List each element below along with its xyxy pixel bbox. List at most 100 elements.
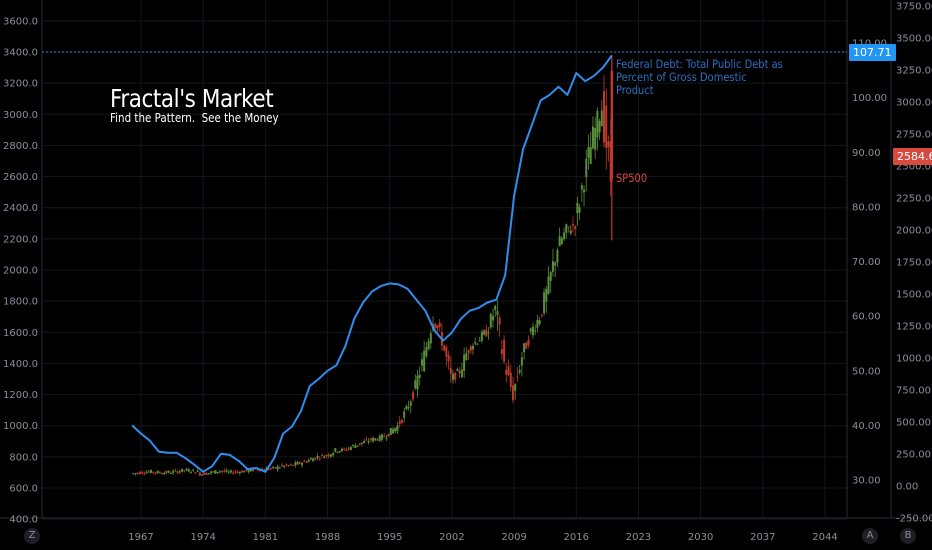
sp500-candle-body (347, 448, 350, 450)
sp500-candle-body (201, 474, 204, 476)
sp500-candle-body (158, 472, 161, 474)
sp500-candle-body (203, 472, 206, 475)
sp500-candle-body (416, 375, 419, 390)
x-tick-label: 2030 (688, 532, 713, 543)
sp500-candle-body (610, 70, 614, 179)
sp500-candle-body (363, 441, 366, 444)
right-tick-label: 2750.00 (896, 130, 932, 141)
sp500-candle-body (520, 357, 523, 366)
scale-b-button[interactable]: B (900, 528, 916, 544)
left-tick-label: 2400.0 (3, 203, 38, 214)
left-tick-label: 1800.0 (3, 297, 38, 308)
sp500-candle-body (336, 451, 339, 453)
x-tick-label: 2044 (812, 532, 837, 543)
x-tick-label: 1974 (190, 532, 215, 543)
x-axis-ticks: 1967 1974 1981 1988 1995 2002 2009 2016 2023 2030… (128, 532, 837, 543)
sp500-candle-body (187, 469, 190, 472)
sp500-candle-body (141, 471, 144, 474)
sp500-candle-body (485, 329, 488, 337)
sp500-candle-body (585, 158, 588, 178)
sp500-candle-body (505, 369, 508, 375)
sp500-candle-body (218, 471, 221, 473)
debt-last-value-badge: 107.71 (849, 44, 896, 61)
sp500-candle-body (383, 436, 386, 438)
sp500-candle-body (405, 406, 408, 410)
sp500-candle-body (418, 374, 421, 378)
sp500-candle-body (243, 470, 246, 473)
sp500-candle-body (565, 224, 568, 233)
sp500-candle-body (212, 471, 215, 473)
sp500-candle-body (558, 236, 561, 247)
sp500-candle-body (225, 470, 228, 472)
sp500-candle-body (412, 392, 415, 400)
watermark-subtitle: Find the Pattern. See the Money (110, 111, 279, 125)
mid-tick-label: 70.00 (852, 257, 881, 268)
sp500-candle-body (498, 317, 501, 325)
sp500-candle-body (436, 325, 439, 329)
right-tick-label: 1000.00 (896, 354, 932, 365)
left-tick-label: 3200.0 (3, 79, 38, 90)
sp500-candle-body (174, 470, 177, 472)
sp500-candle-body (372, 437, 375, 442)
sp500-candle-body (167, 471, 170, 473)
sp500-candle-body (349, 446, 352, 450)
right-tick-label: 1250.00 (896, 322, 932, 333)
sp500-candle-body (576, 202, 579, 214)
sp500-candle-body (325, 455, 328, 457)
sp500-candle-body (523, 343, 526, 353)
sp500-candle-body (474, 341, 477, 344)
sp500-candle-body (198, 472, 201, 476)
right-tick-label: 2000.00 (896, 226, 932, 237)
sp500-candle-body (338, 450, 341, 453)
sp500-candle-body (312, 458, 315, 462)
sp500-candle-body (392, 429, 395, 434)
sp500-candle-body (296, 462, 299, 465)
sp500-candle-body (138, 472, 141, 475)
right-tick-label: 750.00 (896, 386, 931, 397)
sp500-candle-body (156, 471, 159, 474)
sp500-candle-body (238, 471, 241, 474)
sp500-candle-body (598, 121, 601, 133)
sp500-candle-body (278, 467, 281, 469)
sp500-candle-body (398, 421, 401, 424)
sp500-candle-body (329, 454, 332, 457)
zoom-button[interactable]: Z (24, 528, 40, 544)
sp500-candle-body (567, 226, 570, 228)
sp500-candle-body (245, 469, 248, 471)
sp500-candle-body (132, 473, 135, 475)
sp500-candle-body (165, 470, 168, 474)
sp500-candle-body (516, 376, 519, 378)
sp500-candle-body (385, 437, 388, 439)
sp500-candle-body (369, 438, 372, 441)
left-tick-label: 600.0 (9, 484, 38, 495)
sp500-candle-body (214, 470, 217, 474)
sp500-candle-body (525, 342, 528, 349)
sp500-candle-body (209, 471, 212, 474)
right-tick-label: 0.00 (896, 482, 918, 493)
sp500-candle-body (365, 439, 368, 441)
sp500-candle-body (423, 350, 426, 372)
sp500-candle-body (183, 470, 186, 472)
sp500-candle-body (143, 473, 146, 475)
left-axis-ticks: 3600.0 3400.0 3200.0 3000.0 2800.0 2600.0 2400… (3, 16, 38, 525)
sp500-candle-body (458, 370, 461, 374)
right-tick-label: 2250.00 (896, 194, 932, 205)
auto-scale-button[interactable]: A (862, 528, 878, 544)
left-tick-label: 1600.0 (3, 328, 38, 339)
sp500-candle-body (307, 459, 310, 462)
sp500-candle-body (445, 346, 448, 357)
sp500-candle-body (236, 471, 239, 473)
sp500-candle-body (181, 468, 184, 472)
sp500-candle-body (316, 456, 319, 458)
sp500-candle-body (358, 443, 361, 445)
sp500-candle-body (205, 473, 208, 475)
mid-axis-ticks: 110.00100.0090.0080.0070.0060.0050.0040.… (852, 39, 887, 487)
sp500-candle-body (389, 427, 392, 435)
sp500-candle-body (478, 340, 481, 342)
sp500-candle-body (463, 354, 466, 371)
sp500-candle-body (289, 464, 292, 466)
sp500-candle-body (476, 343, 479, 345)
sp500-candle-body (420, 359, 423, 366)
left-tick-label: 3600.0 (3, 16, 38, 27)
